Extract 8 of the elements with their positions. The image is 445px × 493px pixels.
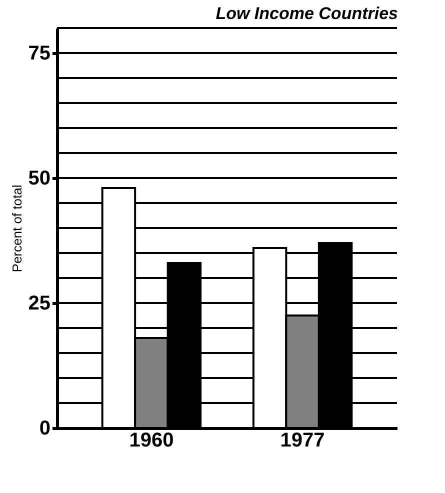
y-tick-label: 50 <box>28 168 50 190</box>
chart-title: Low Income Countries <box>216 4 398 23</box>
y-tick-label: 25 <box>28 292 50 314</box>
y-axis-title: Percent of total <box>9 184 24 272</box>
x-tick-label: 1960 <box>129 430 174 452</box>
y-tick-label: 0 <box>39 418 50 440</box>
y-tick-label: 75 <box>28 42 50 64</box>
x-tick-label: 1977 <box>280 430 325 452</box>
